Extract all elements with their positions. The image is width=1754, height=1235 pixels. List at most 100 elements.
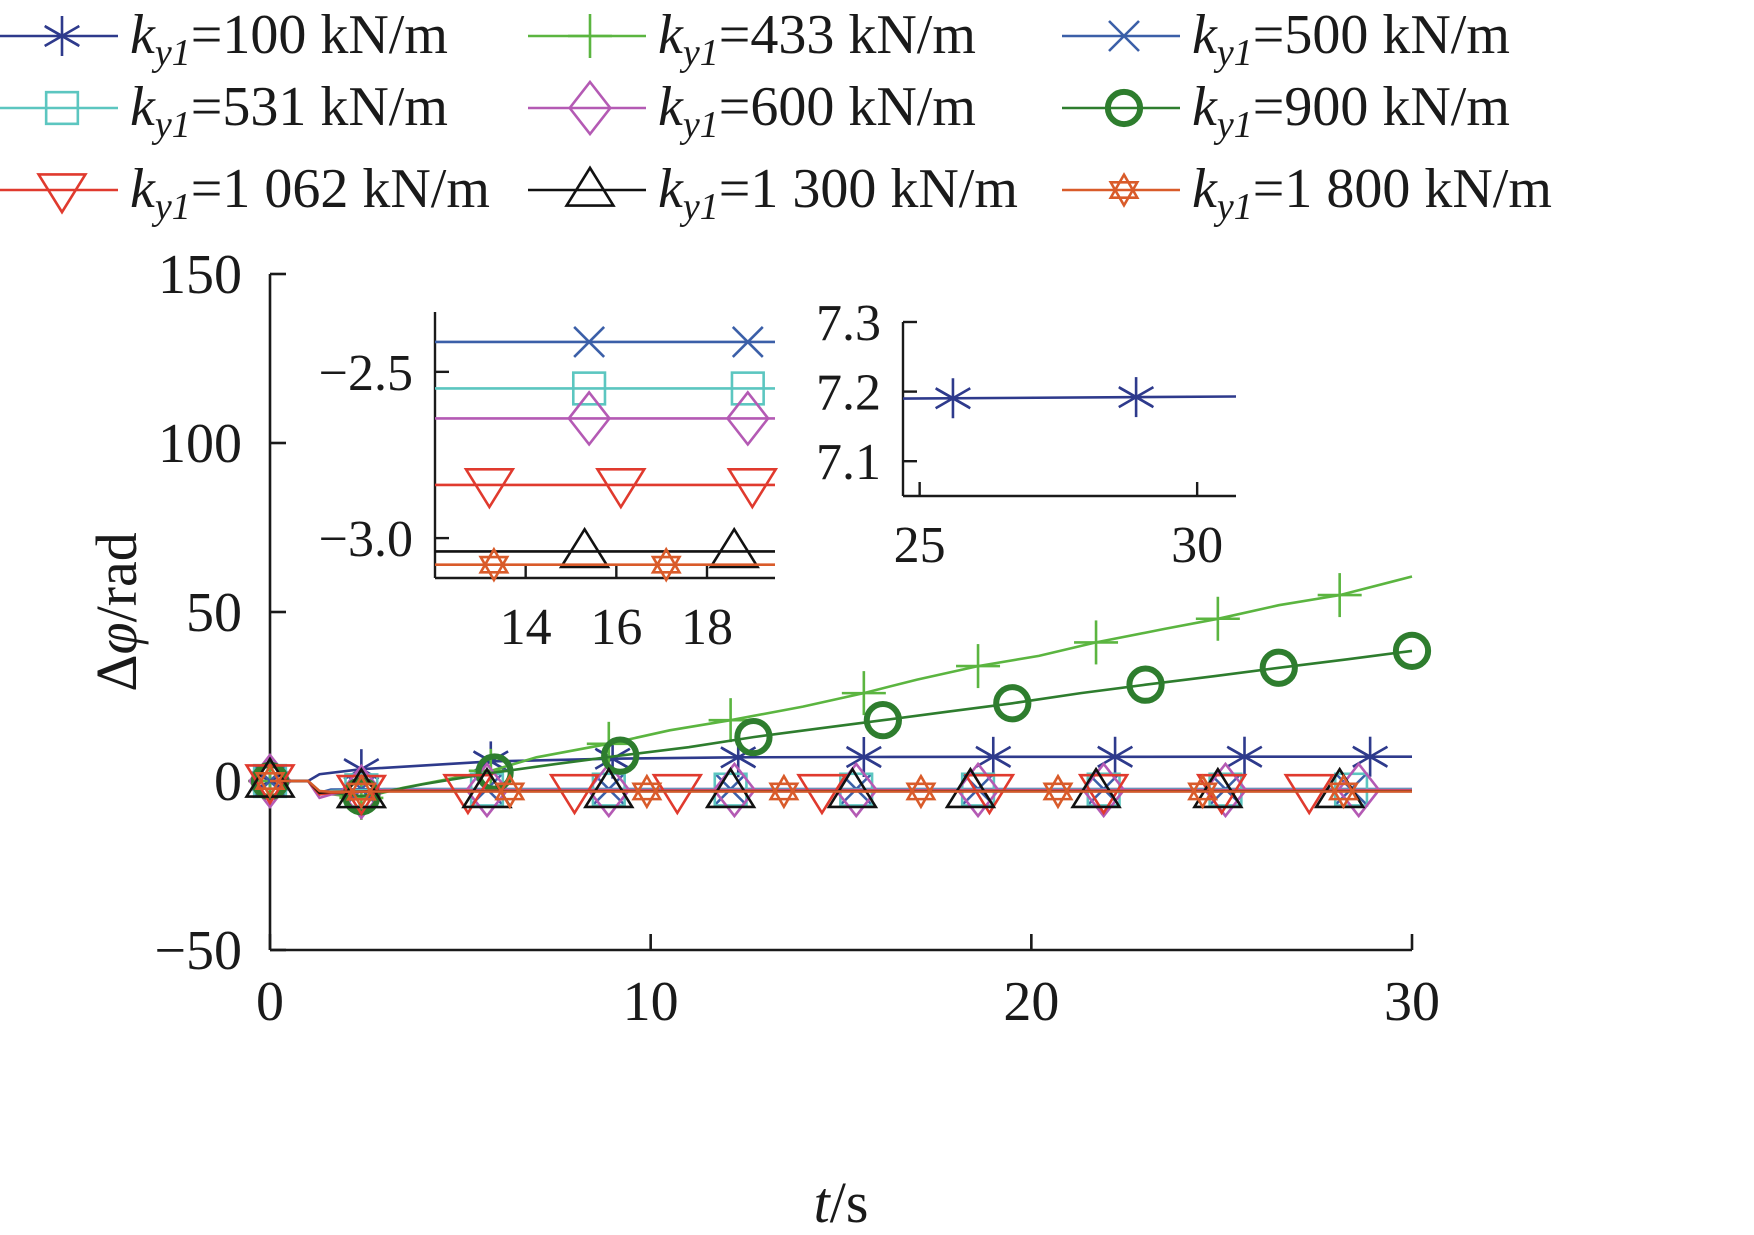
inset-data-point (478, 546, 510, 583)
data-point (1081, 761, 1126, 819)
legend-marker (1104, 88, 1144, 128)
legend-label-var: k (1192, 76, 1218, 138)
data-point (651, 773, 704, 816)
legend-item: ky1=531 kN/m (0, 76, 448, 146)
inset-data-point (726, 467, 779, 510)
inset-x-tick-label: 14 (500, 599, 552, 656)
data-point (734, 717, 773, 757)
legend-label-value: =433 kN/m (719, 4, 976, 66)
legend-label: ky1=1 062 kN/m (130, 158, 490, 228)
legend-item: ky1=433 kN/m (528, 4, 976, 74)
data-point (1327, 773, 1359, 810)
legend-label-var: k (1192, 4, 1218, 66)
inset-y-tick-label: −3.0 (319, 511, 413, 568)
data-point (1195, 596, 1240, 641)
legend-marker (1108, 20, 1140, 52)
legend-label-var: k (658, 158, 684, 220)
inset-x-tick-label: 18 (681, 599, 733, 656)
inset-plot-1: −2.5 −3.0 14 16 18 (319, 312, 779, 656)
data-point (826, 766, 879, 809)
legend-label-value: =900 kN/m (1253, 76, 1510, 138)
data-point (1077, 773, 1130, 816)
inset-data-point (558, 526, 611, 569)
data-point (975, 736, 1012, 777)
inset-background (903, 322, 1236, 496)
legend-item: ky1=900 kN/m (1062, 76, 1510, 146)
legend-marker (44, 90, 80, 126)
series-9 (254, 763, 1412, 810)
data-point (1187, 773, 1219, 810)
legend-marker (36, 173, 88, 215)
data-point (704, 766, 757, 809)
inset-data-point (567, 390, 612, 447)
legend-label-sub: y1 (151, 32, 191, 74)
x-tick-label: 30 (1384, 971, 1440, 1033)
data-point (1192, 766, 1244, 809)
data-point (1074, 620, 1119, 665)
legend-marker (568, 79, 612, 137)
legend-item: ky1=1 800 kN/m (1062, 158, 1552, 228)
legend-label-var: k (130, 158, 156, 220)
inset-data-point (571, 371, 607, 406)
y-tick-label: 0 (214, 751, 242, 813)
legend-label-value: =1 800 kN/m (1253, 158, 1552, 220)
data-point (845, 737, 882, 778)
data-point (1070, 766, 1122, 809)
series-line (270, 779, 1412, 794)
data-point (345, 773, 377, 810)
data-point (863, 701, 902, 740)
data-point (956, 644, 1001, 689)
inset-data-point (650, 546, 682, 583)
legend-label-var: k (658, 4, 684, 66)
legend-label: ky1=900 kN/m (1192, 76, 1510, 146)
inset-series-3 (435, 326, 775, 358)
data-point (1226, 736, 1263, 777)
y-tick-label: 100 (158, 413, 242, 475)
inset-y-tick-label: 7.3 (816, 295, 881, 352)
data-point (1126, 665, 1165, 704)
data-point (583, 766, 635, 809)
legend-label: ky1=600 kN/m (658, 76, 976, 146)
legend-label-var: k (130, 4, 156, 66)
data-point (475, 753, 514, 792)
inset-x-tick-label: 16 (590, 599, 642, 656)
data-point (712, 761, 757, 819)
inset-x-tick-label: 30 (1171, 517, 1223, 574)
legend-label-sub: y1 (679, 32, 719, 74)
legend-label-var: k (130, 76, 156, 138)
data-point (1042, 773, 1074, 810)
inset-data-point (573, 326, 606, 358)
legend-label-var: k (1192, 158, 1218, 220)
legend-label-value: =600 kN/m (719, 76, 976, 138)
inset-data-point (730, 371, 765, 406)
legend-item: ky1=600 kN/m (528, 76, 976, 146)
legend-marker (44, 16, 80, 56)
x-axis-title-unit: /s (830, 1170, 869, 1235)
data-point (631, 773, 663, 810)
legend-label-value: =1 062 kN/m (191, 158, 490, 220)
data-point (944, 766, 997, 809)
y-tick-label: 150 (158, 244, 242, 306)
series-2 (248, 573, 1413, 820)
x-tick-label: 10 (623, 971, 679, 1033)
inset-series-5 (435, 390, 775, 447)
y-axis-title-unit: /rad (84, 532, 149, 622)
legend-item: ky1=100 kN/m (0, 4, 448, 74)
data-point (601, 736, 640, 775)
inset-data-point (595, 467, 647, 510)
inset-x-tick-label: 25 (894, 517, 946, 574)
data-point (796, 773, 848, 816)
y-tick-label: 50 (186, 582, 242, 644)
data-point (1203, 761, 1248, 819)
data-point (548, 773, 601, 816)
data-point (1283, 773, 1335, 816)
legend-label: ky1=1 800 kN/m (1192, 158, 1552, 228)
legend-label-sub: y1 (151, 104, 191, 146)
inset-plot-2: 7.1 7.2 7.3 25 30 (816, 295, 1237, 574)
inset-y-tick-label: 7.2 (816, 365, 881, 422)
data-point (993, 684, 1032, 723)
inset-data-point (725, 390, 770, 447)
legend: ky1=100 kN/m ky1=433 kN/m ky1=500 kN/mky1=… (0, 4, 1552, 228)
